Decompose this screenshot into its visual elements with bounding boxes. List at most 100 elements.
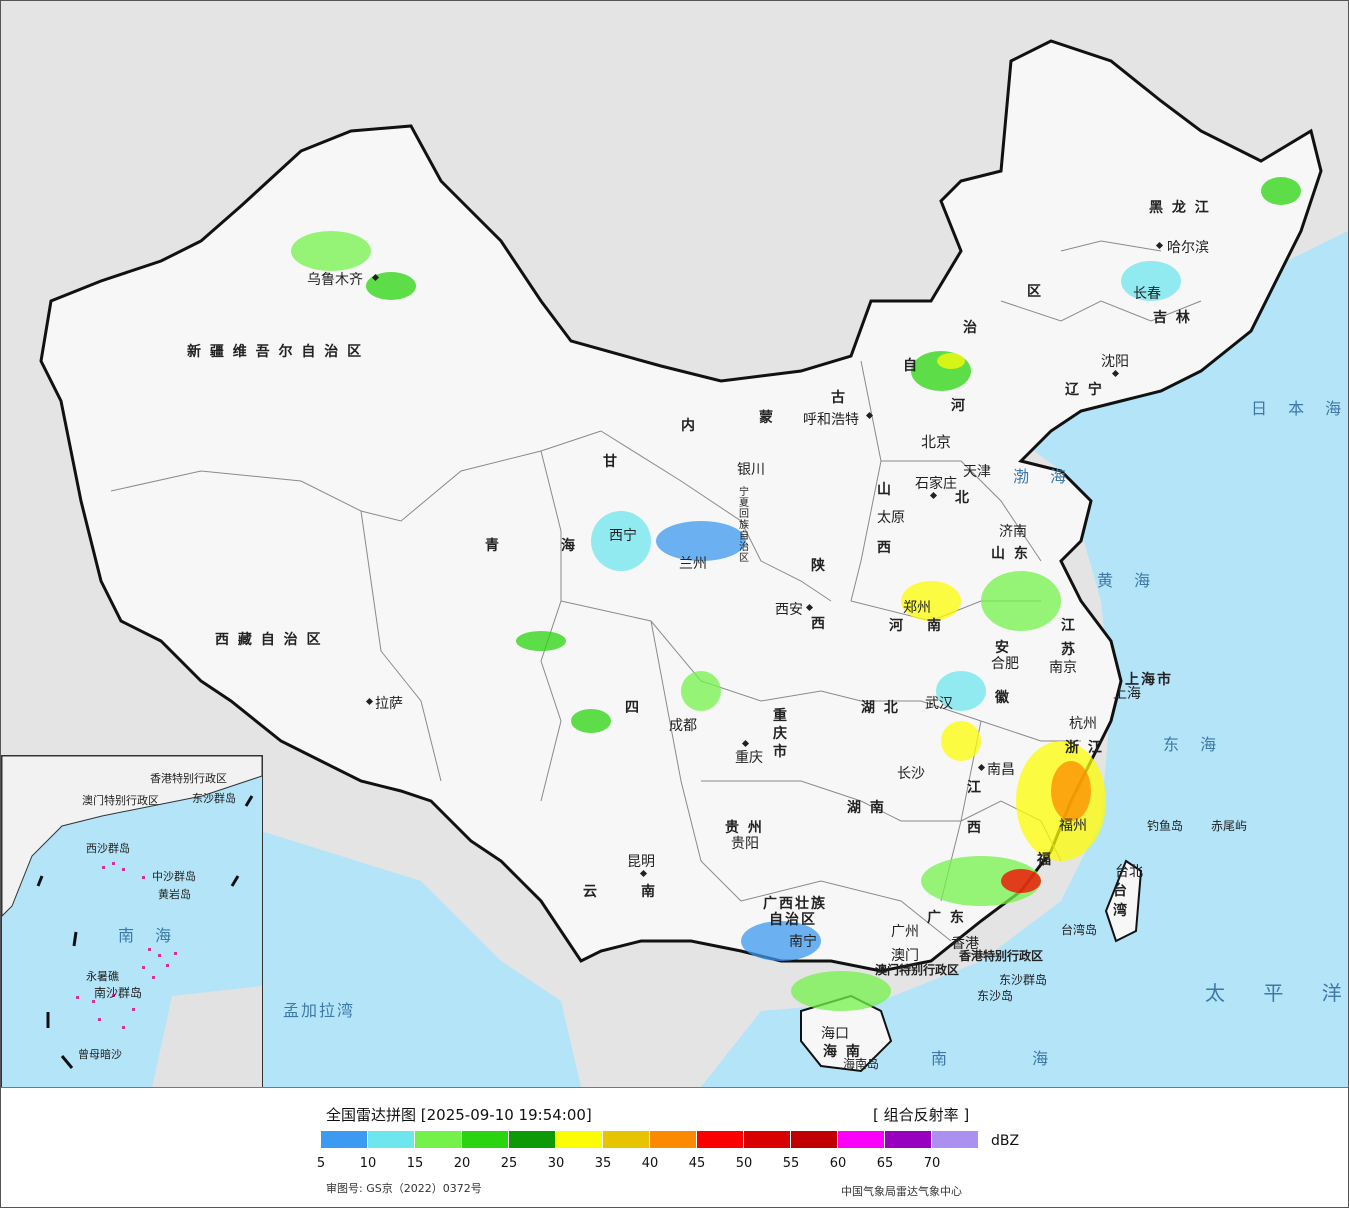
region-guangdong: 广 东 [927, 910, 966, 926]
japan-sea [1241, 291, 1348, 521]
radar-echo [901, 581, 961, 621]
radar-echo [656, 521, 746, 561]
city-lhasa: 拉萨 [375, 696, 403, 712]
colorbar-swatch [885, 1131, 932, 1148]
city-fuzhou: 福州 [1059, 818, 1087, 834]
region-hebei-b: 北 [955, 490, 971, 506]
region-qinghai-a: 青 [485, 538, 501, 554]
city-shijiazhuang: 石家庄 [915, 476, 957, 492]
island-diaoyu: 钓鱼岛 [1147, 819, 1184, 833]
radar-echo [791, 971, 891, 1011]
radar-echo [1051, 761, 1091, 821]
region-heilongjiang: 黑 龙 江 [1149, 200, 1211, 216]
city-wuhan: 武汉 [925, 696, 953, 712]
colorbar-tick-label: 65 [876, 1156, 894, 1171]
colorbar-tick-label: 55 [782, 1156, 800, 1171]
region-jiangxi-a: 江 [967, 780, 983, 796]
radar-echo [936, 671, 986, 711]
region-guangxi-b: 自治区 [769, 912, 817, 928]
region-gansu: 甘 [603, 454, 619, 470]
region-inner-mongolia-b: 蒙 [759, 410, 775, 426]
region-hunan: 湖 南 [847, 800, 886, 816]
region-qinghai-b: 海 [561, 538, 577, 554]
region-shaanxi-a: 陕 [811, 558, 827, 574]
region-shanxi-b: 西 [877, 540, 893, 556]
bay-of-bengal [261, 831, 581, 1087]
city-zhengzhou: 郑州 [903, 600, 931, 616]
radar-echo [1001, 869, 1041, 893]
region-hainan: 海 南 [823, 1044, 862, 1060]
inset-huangyan: 黄岩岛 [158, 888, 191, 901]
region-jiangsu-b: 苏 [1061, 642, 1077, 658]
region-inner-mongolia-f: 区 [1027, 284, 1043, 300]
region-shanxi-a: 山 [877, 482, 893, 498]
city-hefei: 合肥 [991, 656, 1019, 672]
colorbar-swatch [509, 1131, 556, 1148]
city-chengdu: 成都 [669, 718, 697, 734]
colorbar-tick-label: 50 [735, 1156, 753, 1171]
region-anhui-b: 徽 [995, 690, 1011, 706]
region-henan-b: 南 [927, 618, 943, 634]
city-macau: 澳门 [891, 948, 919, 964]
colorbar-tick-label: 15 [406, 1156, 424, 1171]
radar-echo [941, 721, 981, 761]
region-inner-mongolia-d: 自 [903, 358, 919, 374]
colorbar [321, 1131, 979, 1148]
city-xian: 西安 [775, 602, 803, 618]
east-sea [701, 231, 1348, 1087]
city-lanzhou: 兰州 [679, 556, 707, 572]
inset-nanhai: 南 海 [118, 926, 180, 945]
city-jinan: 济南 [999, 524, 1027, 540]
city-chongqing: 重庆 [735, 750, 763, 766]
island-taiwan: 台湾岛 [1061, 923, 1098, 937]
inset-canvas [2, 756, 262, 1087]
legend-panel: 全国雷达拼图 [2025-09-10 19:54:00] [ 组合反射率 ] d… [1, 1088, 1348, 1207]
inset-hongkong: 香港特别行政区 [150, 772, 227, 785]
region-shaanxi-b: 西 [811, 616, 827, 632]
region-tibet: 西 藏 自 治 区 [215, 632, 323, 648]
region-hubei: 湖 北 [861, 700, 900, 716]
region-shanghai: 上海市 [1125, 672, 1173, 688]
sea-pacific: 太 平 洋 [1205, 981, 1348, 1005]
radar-echo [921, 856, 1041, 906]
radar-echo [1261, 177, 1301, 205]
city-hongkong: 香港 [951, 936, 979, 952]
colorbar-tick-label: 40 [641, 1156, 659, 1171]
radar-echo [591, 511, 651, 571]
colorbar-tick-label: 70 [923, 1156, 941, 1171]
colorbar-swatch [556, 1131, 603, 1148]
island-dongsha: 东沙岛 [977, 989, 1014, 1003]
legend-title: 全国雷达拼图 [2025-09-10 19:54:00] [326, 1106, 592, 1124]
region-hebei-a: 河 [951, 398, 967, 414]
region-xinjiang: 新 疆 维 吾 尔 自 治 区 [187, 344, 364, 360]
colorbar-tick-label: 35 [594, 1156, 612, 1171]
sea-bohai: 渤 海 [1013, 467, 1075, 486]
region-zhejiang: 浙 江 [1065, 740, 1104, 756]
island-dongsha-islands: 东沙群岛 [999, 973, 1048, 987]
city-harbin: 哈尔滨 [1167, 240, 1209, 256]
region-henan-a: 河 [889, 618, 905, 634]
region-inner-mongolia-e: 治 [963, 320, 979, 336]
radar-echo [571, 709, 611, 733]
colorbar-tick-label: 5 [316, 1156, 326, 1171]
city-taiyuan: 太原 [877, 510, 905, 526]
sea-japan: 日 本 海 [1251, 399, 1348, 418]
legend-unit: dBZ [991, 1133, 1020, 1149]
colorbar-swatch [368, 1131, 415, 1148]
region-yunnan-b: 南 [641, 884, 657, 900]
radar-echo [366, 272, 416, 300]
colorbar-swatch [838, 1131, 885, 1148]
city-nanchang: 南昌 [987, 762, 1015, 778]
colorbar-swatch [603, 1131, 650, 1148]
city-kunming: 昆明 [627, 854, 655, 870]
map-canvas [39, 39, 1348, 1087]
sea-bengal: 孟加拉湾 [283, 1001, 356, 1020]
city-tianjin: 天津 [963, 464, 991, 480]
colorbar-tick-label: 60 [829, 1156, 847, 1171]
colorbar-tick-label: 20 [453, 1156, 471, 1171]
region-liaoning: 辽 宁 [1065, 382, 1104, 398]
city-hangzhou: 杭州 [1069, 716, 1097, 732]
radar-echo [937, 353, 965, 369]
city-shanghai: 上海 [1113, 686, 1141, 702]
inset-nansha: 南沙群岛 [94, 986, 143, 1000]
